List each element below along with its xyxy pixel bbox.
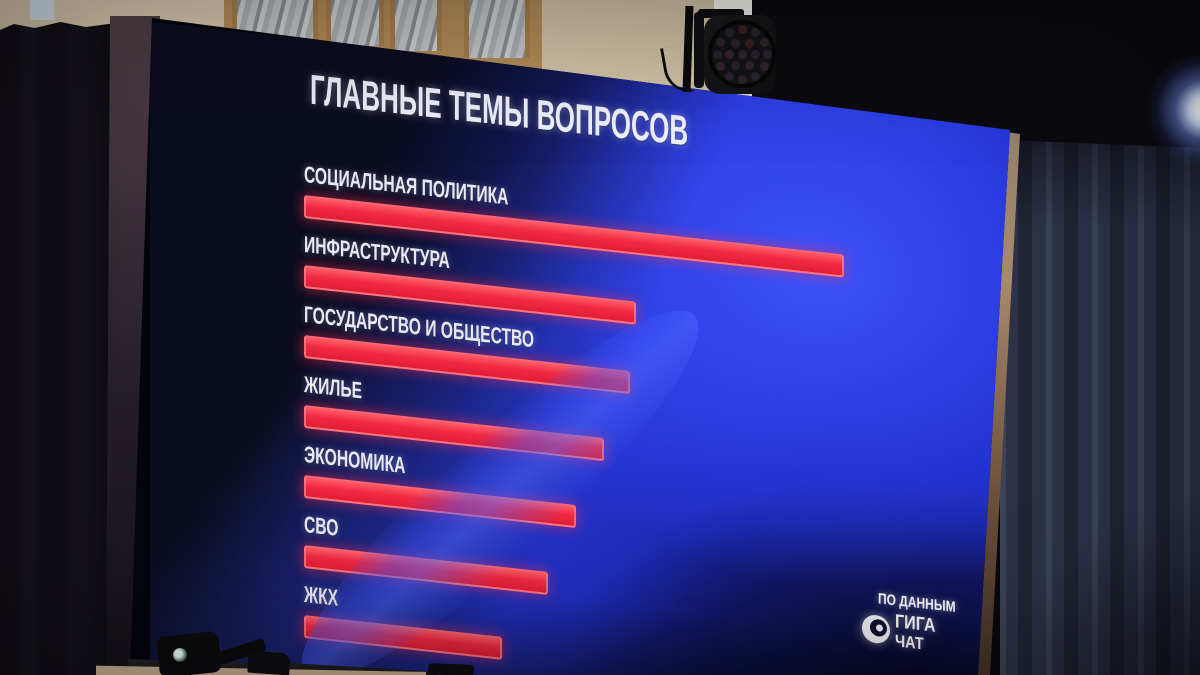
window-pane [464,0,530,58]
stage-light-yoke [698,9,744,18]
bar-label: ЖИЛЬЕ [304,371,363,404]
window-pane-sliver [30,0,54,20]
gigachat-logo-text: ГИГА ЧАТ [895,611,943,654]
led-screen-content: ГЛАВНЫЕ ТЕМЫ ВОПРОСОВ СОЦИАЛЬНАЯ ПОЛИТИК… [150,22,1010,675]
window-frame [224,0,542,76]
light-flare [1146,56,1200,164]
left-curtain [0,22,116,675]
stage-light-yoke [694,12,704,88]
gigachat-circle-icon [862,613,890,645]
window-pane [390,0,442,51]
camera-silhouette [156,630,222,675]
bar-label: СВО [304,511,339,541]
camera-lens [169,643,191,666]
equipment-silhouette [247,650,291,675]
gigachat-logo-line2: ЧАТ [895,631,924,654]
led-screen: ГЛАВНЫЕ ТЕМЫ ВОПРОСОВ СОЦИАЛЬНАЯ ПОЛИТИК… [130,18,1010,675]
stage-light-led-dots [738,50,747,59]
gigachat-icon-dot [876,623,883,632]
right-curtain [1000,140,1200,675]
equipment-silhouette [427,663,475,675]
window-pane [326,0,384,46]
bar-label: ЖКХ [304,581,339,611]
